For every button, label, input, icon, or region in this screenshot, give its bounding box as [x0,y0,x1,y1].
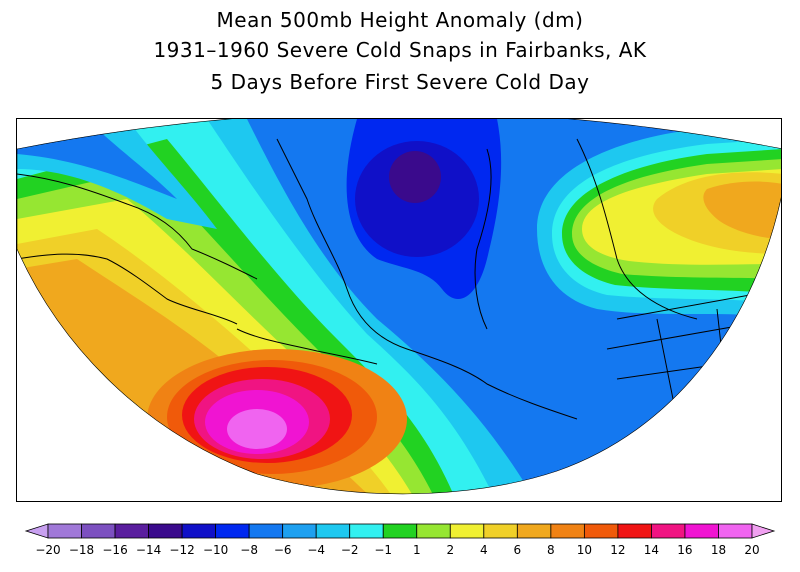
legend-tick-label: −4 [307,543,325,557]
legend-swatch [449,523,485,539]
legend-tick-label: 14 [644,543,659,557]
legend-swatch [416,523,451,539]
legend-swatch [315,523,351,539]
coastline-alaska [276,138,578,420]
legend-tick-label: 8 [547,543,555,557]
legend-tick-label: 1 [413,543,421,557]
domain-outline [17,119,781,495]
canada-border [474,148,492,330]
contour-neg14 [389,151,441,203]
legend-swatch [483,523,518,539]
legend-swatch [651,523,686,539]
legend-tick-label: 10 [577,543,592,557]
legend-tick-label: −18 [69,543,94,557]
color-legend: −20 −18 −16 −14 −12 −10 −8 −6 −4 −2 −1 1 2 4 6 8 10 12 14 1… [18,518,782,568]
legend-tick-label: 6 [514,543,522,557]
filled-contours [17,119,781,494]
legend-swatch [248,523,284,539]
title-line-1: Mean 500mb Height Anomaly (dm) [216,8,584,32]
legend-swatch [617,523,652,539]
legend-swatch [382,523,418,539]
legend-tick-label: −10 [203,543,228,557]
legend-arrow-high [751,523,776,539]
legend-tick-label: −6 [274,543,292,557]
legend-tick-label: 16 [677,543,692,557]
legend-swatch [47,523,82,539]
legend-arrow-low [24,523,49,539]
legend-swatch [215,523,250,539]
coastline-kamchatka [17,253,238,325]
legend-tick-label: −20 [35,543,60,557]
map-panel [16,118,782,502]
province-lines [606,288,781,420]
coastlines [17,138,781,420]
legend-swatch [718,523,753,539]
legend-tick-label: 20 [744,543,759,557]
legend-swatch [181,523,217,539]
legend-swatch [81,523,116,539]
legend-swatch [148,523,183,539]
legend-tick-label: −12 [169,543,194,557]
anomaly-map [17,119,781,495]
title-line-2: 1931–1960 Severe Cold Snaps in Fairbanks… [153,38,647,62]
legend-swatch [684,523,719,539]
aleutian-chain [236,328,378,365]
legend-swatch [349,523,384,539]
coastline-siberia [17,173,258,280]
legend-tick-label: 4 [480,543,488,557]
legend-tick-label: −16 [102,543,127,557]
legend-tick-label: 18 [711,543,726,557]
hudson-coast [576,138,698,320]
legend-tick-label: −1 [374,543,392,557]
legend-swatch [114,523,149,539]
contour-ne-6 [703,181,781,239]
legend-tick-label: −2 [341,543,359,557]
legend-swatch [583,523,619,539]
contour-18 [227,409,287,449]
legend-tick-label: 2 [446,543,454,557]
color-legend-bar: −20 −18 −16 −14 −12 −10 −8 −6 −4 −2 −1 1 2 4 6 8 10 12 14 1… [24,523,776,557]
legend-swatch [550,523,585,539]
legend-tick-label: −14 [136,543,161,557]
legend-swatch [516,523,552,539]
legend-tick-label: 12 [610,543,625,557]
legend-tick-label: −8 [240,543,258,557]
title-line-3: 5 Days Before First Severe Cold Day [210,70,590,94]
legend-swatch [282,523,317,539]
